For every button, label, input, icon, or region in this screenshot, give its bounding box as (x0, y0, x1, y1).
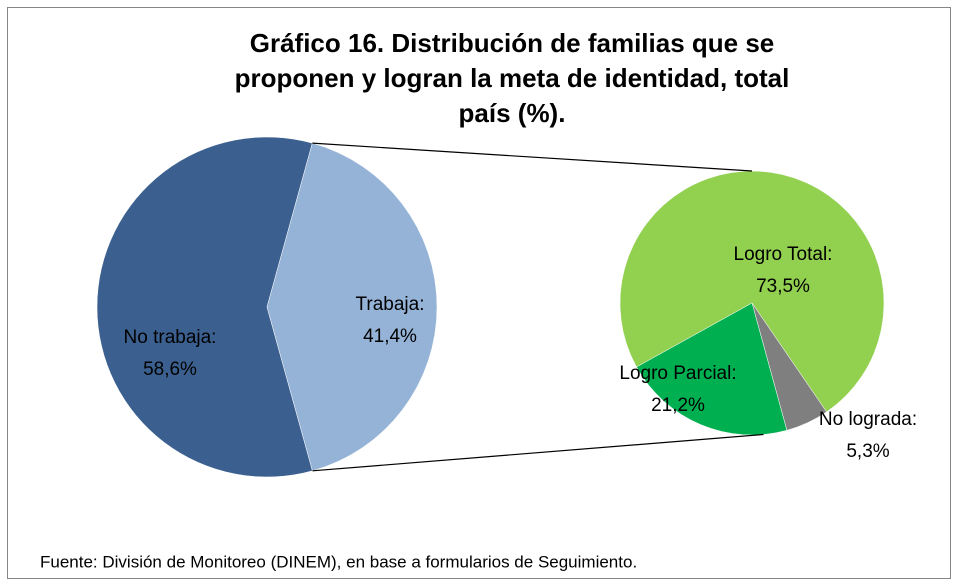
slice-value-label: 21,2% (651, 395, 705, 416)
connector-line (312, 142, 753, 172)
slice-label: Logro Parcial: (619, 363, 736, 384)
slice-label: No lograda: (819, 409, 917, 430)
slice-label: No trabaja: (124, 327, 217, 348)
slice-value-label: 58,6% (143, 359, 197, 380)
pie-slice (636, 302, 788, 436)
chart-title: país (%). (459, 98, 566, 128)
slice-value-label: 5,3% (846, 441, 889, 462)
connector-line (312, 433, 764, 472)
pie-slice (619, 170, 885, 413)
pie-slice (266, 142, 438, 472)
slice-value-label: 41,4% (363, 326, 417, 347)
chart-title: proponen y logran la meta de identidad, … (235, 63, 790, 93)
slice-value-label: 73,5% (756, 276, 810, 297)
chart-title: Gráfico 16. Distribución de familias que… (250, 28, 775, 58)
pie-slice (96, 136, 313, 478)
source-note: Fuente: División de Monitoreo (DINEM), e… (40, 552, 637, 571)
slice-label: Logro Total: (734, 244, 833, 265)
slice-label: Trabaja: (356, 294, 425, 315)
